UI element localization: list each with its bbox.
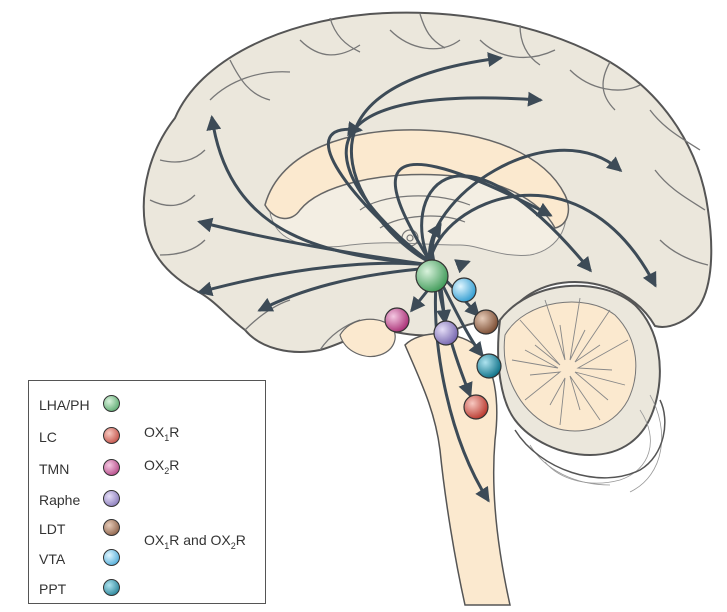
- legend-row-raphe: Raphe: [29, 488, 265, 512]
- legend-label: LC: [39, 429, 57, 445]
- nucleus-tmn: [384, 307, 410, 333]
- legend-dot-raphe: [103, 490, 120, 507]
- legend-row-lc: LC: [29, 425, 265, 449]
- legend-dot-lc: [103, 427, 120, 444]
- legend-label: LHA/PH: [39, 397, 90, 413]
- corpus-callosum: [264, 129, 570, 229]
- nuclei: [384, 259, 502, 420]
- legend-row-ldt: LDT: [29, 517, 265, 541]
- gyri: [149, 13, 709, 351]
- legend: LHA/PH LC TMN Raphe LDT VTA PPT: [28, 380, 266, 604]
- legend-label: TMN: [39, 461, 70, 477]
- legend-dot-vta: [103, 549, 120, 566]
- hypothalamus: [339, 318, 396, 357]
- legend-dot-lha: [103, 395, 120, 412]
- nucleus-ldt: [473, 309, 499, 335]
- legend-dot-tmn: [103, 459, 120, 476]
- cerebellum: [497, 284, 666, 493]
- nucleus-raphe: [433, 320, 459, 346]
- receptor-label-both: OX1R and OX2R: [144, 532, 246, 551]
- legend-label: Raphe: [39, 492, 81, 508]
- legend-row-lha: LHA/PH: [29, 393, 265, 417]
- nucleus-ppt: [476, 353, 502, 379]
- legend-row-vta: VTA: [29, 547, 265, 571]
- nucleus-lha: [415, 259, 449, 293]
- legend-row-tmn: TMN: [29, 457, 265, 481]
- receptor-label-ox2r: OX2R: [144, 457, 180, 476]
- nucleus-lc: [463, 394, 489, 420]
- legend-label: VTA: [39, 551, 66, 567]
- projection-arrows: [197, 52, 657, 503]
- legend-label: PPT: [39, 581, 67, 597]
- legend-dot-ppt: [103, 579, 120, 596]
- legend-row-ppt: PPT: [29, 577, 265, 601]
- nucleus-vta: [451, 277, 477, 303]
- legend-dot-ldt: [103, 519, 120, 536]
- legend-label: LDT: [39, 521, 66, 537]
- receptor-label-ox1r: OX1R: [144, 424, 180, 443]
